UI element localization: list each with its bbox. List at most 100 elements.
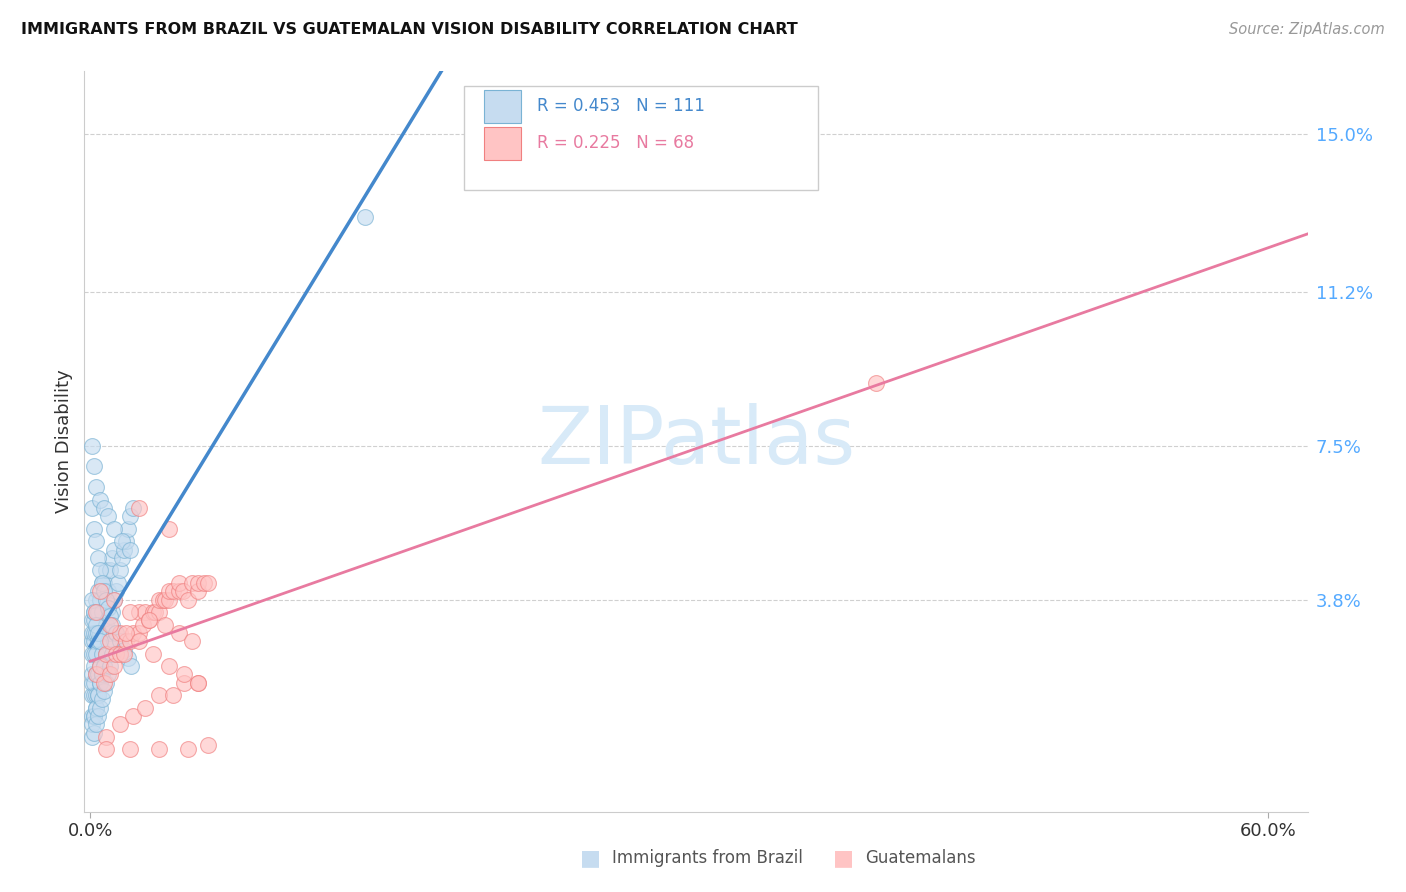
Point <box>117 650 139 665</box>
Point <box>84 534 107 549</box>
Point <box>97 634 120 648</box>
Point <box>84 625 107 640</box>
Point <box>87 634 110 648</box>
Point <box>84 700 107 714</box>
Point <box>865 376 887 391</box>
Point <box>83 522 105 536</box>
Point <box>91 576 114 591</box>
Point <box>187 584 209 599</box>
Point <box>82 730 104 744</box>
Point <box>173 675 195 690</box>
Point <box>197 576 219 591</box>
Bar <box>484 90 522 123</box>
Point <box>177 592 200 607</box>
Point <box>97 601 120 615</box>
Point <box>162 584 184 599</box>
Text: Source: ZipAtlas.com: Source: ZipAtlas.com <box>1229 22 1385 37</box>
Point <box>83 605 105 619</box>
Point <box>94 592 117 607</box>
Point <box>83 605 105 619</box>
Point <box>94 564 117 578</box>
Point <box>83 675 105 690</box>
Text: R = 0.453   N = 111: R = 0.453 N = 111 <box>537 97 704 115</box>
FancyBboxPatch shape <box>464 87 818 190</box>
Point <box>104 647 127 661</box>
Point <box>142 647 165 661</box>
Point <box>91 605 114 619</box>
Point <box>91 667 114 681</box>
Point <box>87 709 110 723</box>
Point <box>112 642 135 657</box>
Point <box>83 634 105 648</box>
Point <box>97 509 120 524</box>
Point <box>104 625 127 640</box>
Point <box>87 667 110 681</box>
Point <box>101 617 124 632</box>
Point <box>181 634 204 648</box>
Point <box>112 542 135 557</box>
Point <box>148 592 170 607</box>
Point <box>89 659 111 673</box>
Point <box>82 439 104 453</box>
Point <box>87 625 110 640</box>
Point <box>93 576 115 591</box>
Point <box>89 592 111 607</box>
Point <box>98 634 121 648</box>
Point <box>103 592 125 607</box>
Point <box>83 459 105 474</box>
Point <box>148 688 170 702</box>
Point <box>82 592 104 607</box>
Point <box>97 667 120 681</box>
Point <box>187 675 209 690</box>
Point <box>82 614 104 628</box>
Point <box>122 709 145 723</box>
Point <box>114 534 136 549</box>
Point <box>108 647 131 661</box>
Point <box>89 492 111 507</box>
Point <box>128 634 150 648</box>
Point <box>98 659 121 673</box>
Text: IMMIGRANTS FROM BRAZIL VS GUATEMALAN VISION DISABILITY CORRELATION CHART: IMMIGRANTS FROM BRAZIL VS GUATEMALAN VIS… <box>21 22 797 37</box>
Point <box>82 634 104 648</box>
Point <box>153 592 176 607</box>
Point <box>91 647 114 661</box>
Point <box>197 738 219 752</box>
Point <box>93 675 115 690</box>
Point <box>162 688 184 702</box>
Point <box>104 584 127 599</box>
Text: R = 0.225   N = 68: R = 0.225 N = 68 <box>537 134 695 153</box>
Point <box>167 625 190 640</box>
Point <box>94 742 117 756</box>
Point <box>94 647 117 661</box>
Text: ■: ■ <box>581 848 600 868</box>
Point <box>82 647 104 661</box>
Point <box>94 675 117 690</box>
Point <box>84 717 107 731</box>
Point <box>187 576 209 591</box>
Point <box>89 564 111 578</box>
Point <box>172 584 194 599</box>
Point <box>82 717 104 731</box>
Point <box>101 605 124 619</box>
Point <box>193 576 215 591</box>
Point <box>114 634 136 648</box>
Point <box>83 625 105 640</box>
Point <box>84 605 107 619</box>
Point <box>103 592 125 607</box>
Point <box>91 667 114 681</box>
Point <box>128 625 150 640</box>
Point <box>93 501 115 516</box>
Point <box>83 725 105 739</box>
Point <box>91 576 114 591</box>
Point <box>94 647 117 661</box>
Point <box>153 617 176 632</box>
Point <box>134 700 156 714</box>
Point <box>101 647 124 661</box>
Point <box>83 688 105 702</box>
Point <box>93 684 115 698</box>
Point <box>138 614 160 628</box>
Point <box>82 688 104 702</box>
Point <box>98 667 121 681</box>
Point <box>148 605 170 619</box>
Point <box>103 522 125 536</box>
